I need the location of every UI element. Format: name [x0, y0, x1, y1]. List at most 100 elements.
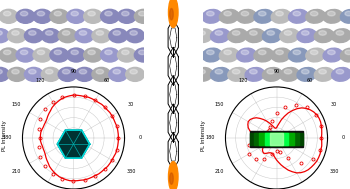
Ellipse shape [96, 31, 104, 35]
Ellipse shape [241, 50, 249, 55]
Ellipse shape [310, 11, 318, 16]
Ellipse shape [0, 67, 9, 81]
Ellipse shape [297, 29, 316, 43]
Ellipse shape [20, 11, 28, 16]
Ellipse shape [113, 69, 120, 74]
Ellipse shape [306, 48, 326, 62]
Ellipse shape [41, 67, 60, 81]
Ellipse shape [67, 9, 85, 23]
Ellipse shape [118, 48, 136, 62]
Ellipse shape [224, 50, 231, 55]
Ellipse shape [284, 69, 292, 74]
Ellipse shape [0, 31, 2, 35]
Ellipse shape [301, 31, 309, 35]
Ellipse shape [33, 48, 52, 62]
Ellipse shape [126, 29, 145, 43]
Ellipse shape [100, 9, 119, 23]
Ellipse shape [113, 31, 120, 35]
Ellipse shape [262, 67, 282, 81]
Ellipse shape [198, 69, 205, 74]
Ellipse shape [37, 11, 45, 16]
Ellipse shape [288, 48, 308, 62]
Ellipse shape [193, 67, 213, 81]
Ellipse shape [4, 11, 11, 16]
Ellipse shape [118, 9, 136, 23]
Ellipse shape [67, 48, 85, 62]
Ellipse shape [250, 69, 257, 74]
Ellipse shape [319, 31, 327, 35]
Ellipse shape [206, 50, 214, 55]
Ellipse shape [262, 29, 282, 43]
Ellipse shape [314, 29, 334, 43]
Ellipse shape [139, 50, 146, 55]
Ellipse shape [50, 48, 69, 62]
Ellipse shape [310, 50, 318, 55]
Ellipse shape [293, 11, 301, 16]
Ellipse shape [237, 9, 256, 23]
Ellipse shape [88, 11, 95, 16]
Ellipse shape [54, 50, 62, 55]
Ellipse shape [25, 67, 43, 81]
Ellipse shape [109, 29, 127, 43]
Ellipse shape [79, 31, 87, 35]
Ellipse shape [75, 29, 94, 43]
Ellipse shape [121, 50, 129, 55]
Ellipse shape [58, 67, 77, 81]
Ellipse shape [331, 29, 350, 43]
Ellipse shape [62, 31, 70, 35]
Ellipse shape [105, 11, 112, 16]
Ellipse shape [130, 69, 137, 74]
Ellipse shape [54, 11, 62, 16]
Ellipse shape [206, 11, 214, 16]
Ellipse shape [8, 29, 26, 43]
Ellipse shape [258, 50, 266, 55]
Ellipse shape [100, 48, 119, 62]
Ellipse shape [46, 69, 53, 74]
Ellipse shape [232, 31, 240, 35]
Ellipse shape [75, 67, 94, 81]
Ellipse shape [276, 11, 284, 16]
Ellipse shape [96, 69, 104, 74]
Ellipse shape [228, 29, 247, 43]
Ellipse shape [301, 69, 309, 74]
Ellipse shape [241, 11, 249, 16]
Ellipse shape [219, 9, 239, 23]
Ellipse shape [41, 29, 60, 43]
Ellipse shape [331, 67, 350, 81]
Ellipse shape [0, 69, 2, 74]
Ellipse shape [4, 50, 11, 55]
Text: PL Intensity: PL Intensity [2, 121, 7, 151]
Ellipse shape [336, 31, 344, 35]
Ellipse shape [254, 9, 273, 23]
Ellipse shape [109, 67, 127, 81]
Ellipse shape [12, 69, 19, 74]
Ellipse shape [228, 67, 247, 81]
Ellipse shape [16, 48, 35, 62]
Ellipse shape [0, 9, 18, 23]
Ellipse shape [0, 29, 9, 43]
Ellipse shape [341, 48, 350, 62]
Ellipse shape [323, 9, 343, 23]
Ellipse shape [210, 67, 230, 81]
Ellipse shape [237, 48, 256, 62]
Ellipse shape [193, 29, 213, 43]
Ellipse shape [215, 69, 223, 74]
Ellipse shape [33, 9, 52, 23]
Ellipse shape [84, 48, 102, 62]
Ellipse shape [50, 9, 69, 23]
Ellipse shape [8, 67, 26, 81]
Ellipse shape [250, 31, 257, 35]
Ellipse shape [314, 67, 334, 81]
Circle shape [170, 173, 173, 184]
Ellipse shape [126, 67, 145, 81]
Ellipse shape [271, 48, 291, 62]
Ellipse shape [134, 48, 153, 62]
Ellipse shape [345, 50, 350, 55]
Circle shape [170, 9, 173, 20]
Ellipse shape [267, 31, 274, 35]
Ellipse shape [232, 69, 240, 74]
Ellipse shape [245, 29, 265, 43]
Ellipse shape [0, 48, 18, 62]
Ellipse shape [92, 67, 111, 81]
Ellipse shape [130, 31, 137, 35]
